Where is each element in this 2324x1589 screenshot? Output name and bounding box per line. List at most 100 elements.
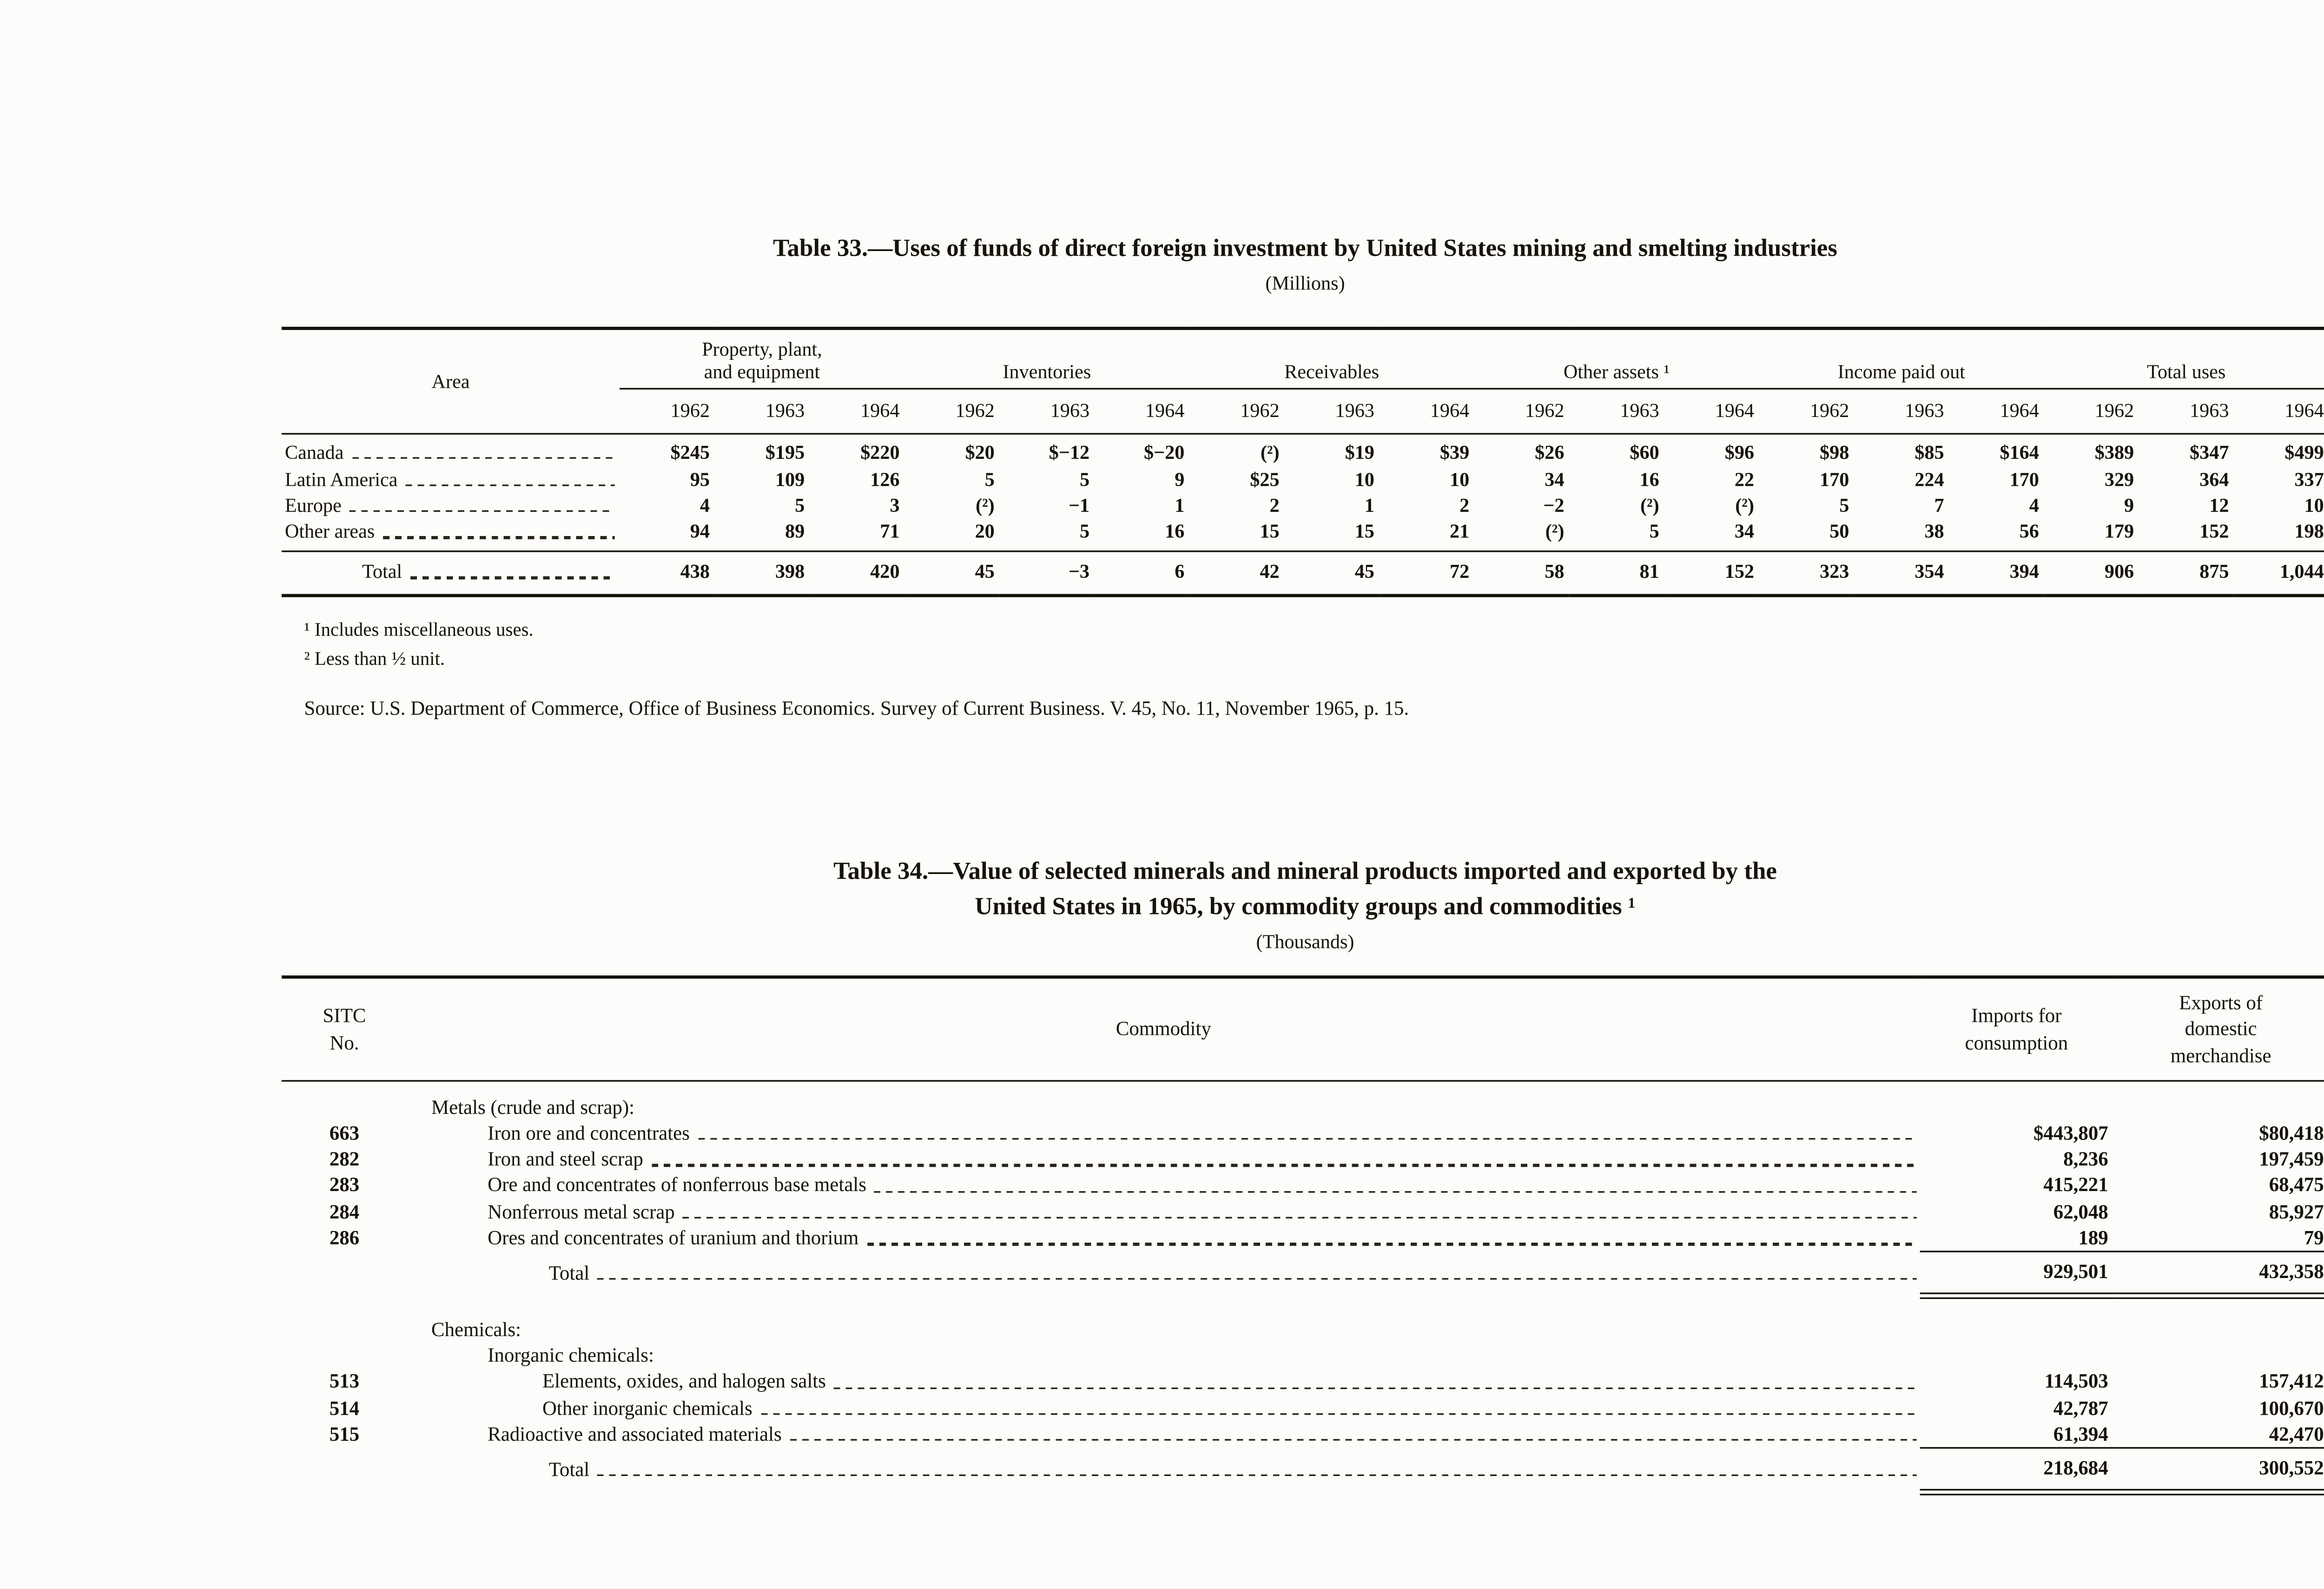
value-cell: 22: [1734, 468, 1755, 490]
year-header: 1962: [1759, 389, 1854, 435]
value-cell: 9: [2124, 494, 2134, 517]
value-cell: 5: [795, 494, 805, 517]
value-cell: (²): [975, 494, 995, 517]
subgroup-row-inorganic: Inorganic chemicals:: [282, 1343, 2324, 1369]
value-cell: 5: [1839, 494, 1849, 517]
total-label: Total: [548, 1262, 590, 1284]
table34-section: Table 34.—Value of selected minerals and…: [281, 855, 2324, 1495]
value-cell: 198: [2294, 520, 2324, 543]
value-cell: 95: [690, 468, 710, 490]
dash-leader: [698, 1138, 1917, 1140]
value-cell: 16: [1639, 468, 1659, 490]
footnote-1: ¹ Includes miscellaneous uses.: [304, 617, 534, 640]
value-cell: $220: [860, 441, 900, 464]
area-label: Canada: [284, 441, 344, 464]
value-cell: 4: [2029, 494, 2039, 517]
value-cell: 5: [1079, 468, 1090, 490]
value-cell: 71: [880, 520, 900, 543]
commodity-label: Iron and steel scrap: [488, 1148, 643, 1171]
value-cell: −1: [1068, 494, 1090, 517]
value-cell: 170: [1820, 468, 1849, 490]
value-cell: 50: [1829, 520, 1849, 543]
dash-leader: [405, 483, 615, 486]
value-cell: 34: [1545, 468, 1565, 490]
year-header: 1964: [2233, 389, 2324, 435]
row-label: Canada: [282, 434, 620, 466]
column-header-imports: Imports for consumption: [1920, 977, 2113, 1081]
commodity-label: Radioactive and associated materials: [488, 1423, 782, 1446]
commodity-cell: Elements, oxides, and halogen salts: [407, 1369, 1920, 1395]
total-row-metals: Total 929,501 432,358: [282, 1251, 2324, 1299]
dash-leader: [834, 1387, 1917, 1389]
value-cell: 7: [1934, 494, 1944, 517]
commodity-cell: Ores and concentrates of uranium and tho…: [407, 1225, 1920, 1252]
dash-leader: [383, 536, 615, 539]
value-cell: 420: [809, 550, 905, 596]
exports-total-cell: 432,358: [2113, 1251, 2324, 1299]
imports-cell: 189: [2078, 1226, 2108, 1249]
value-cell: 170: [2009, 468, 2039, 490]
value-cell: 2: [1459, 494, 1470, 517]
sitc-cell: [282, 1343, 407, 1369]
value-cell: 1: [1175, 494, 1185, 517]
value-cell: $98: [1820, 441, 1849, 464]
commodity-cell: Other inorganic chemicals: [407, 1395, 1920, 1421]
year-header: 1963: [1854, 389, 1949, 435]
column-header-area: Area: [281, 328, 620, 435]
value-cell: (²): [1260, 441, 1280, 464]
table-row-514: 514 Other inorganic chemicals 42,787 100…: [282, 1395, 2324, 1421]
value-cell: $96: [1724, 441, 1755, 464]
imports-cell: [1920, 1343, 2113, 1369]
imports-cell: 114,503: [2044, 1370, 2108, 1393]
group-row-metals: Metals (crude and scrap):: [282, 1080, 2324, 1120]
table-row-515: 515 Radioactive and associated materials…: [282, 1421, 2324, 1448]
value-cell: $39: [1439, 441, 1470, 464]
value-cell: −2: [1543, 494, 1565, 517]
table34-subtitle: (Thousands): [1256, 931, 1354, 953]
exports-cell: 197,459: [2259, 1148, 2324, 1171]
value-cell: 906: [2044, 550, 2139, 596]
total-label-cell: Total: [407, 1252, 1920, 1296]
dash-leader: [410, 576, 615, 579]
value-cell: 15: [1260, 520, 1280, 543]
group-label: Metals (crude and scrap):: [431, 1095, 635, 1119]
dash-leader: [866, 1243, 1917, 1245]
column-group-income: Income paid out: [1759, 328, 2044, 390]
value-cell: 4: [700, 494, 710, 517]
value-cell: 224: [1915, 468, 1944, 490]
row-label: Europe: [282, 493, 620, 519]
dash-leader: [597, 1278, 1917, 1281]
value-cell: $164: [2000, 441, 2039, 464]
imports-cell: 62,048: [2053, 1200, 2108, 1223]
year-header: 1963: [999, 389, 1095, 435]
table-row-513: 513 Elements, oxides, and halogen salts …: [282, 1369, 2324, 1395]
year-header: 1964: [1948, 389, 2044, 435]
group-header-row: Area Property, plant, and equipment Inve…: [281, 328, 2324, 435]
value-cell: 1: [1364, 494, 1374, 517]
area-label: Total: [362, 560, 403, 583]
table-row-282: 282 Iron and steel scrap 8,236 197,459: [282, 1146, 2324, 1172]
value-cell: 16: [1165, 520, 1185, 543]
value-cell: 56: [2019, 520, 2039, 543]
row-label-total: Total: [281, 550, 620, 596]
year-header: 1962: [1189, 389, 1284, 435]
value-cell: 10: [1449, 468, 1470, 490]
commodity-label: Other inorganic chemicals: [542, 1396, 753, 1419]
sitc-cell: [282, 1296, 407, 1343]
exports-total-cell: 300,552: [2113, 1447, 2324, 1495]
value-cell: 354: [1854, 550, 1949, 596]
column-group-total-uses: Total uses: [2044, 328, 2324, 390]
table33-section: Table 33.—Uses of funds of direct foreig…: [281, 232, 2324, 722]
value-cell: 109: [775, 468, 805, 490]
table-33: Area Property, plant, and equipment Inve…: [281, 327, 2324, 597]
sitc-cell: 282: [329, 1148, 360, 1171]
imports-cell: 415,221: [2043, 1174, 2108, 1197]
value-cell: 337: [2294, 468, 2324, 490]
value-cell: 21: [1449, 520, 1470, 543]
exports-cell: 85,927: [2269, 1200, 2324, 1223]
value-cell: 10: [2304, 494, 2324, 517]
source-line: Source: U.S. Department of Commerce, Off…: [304, 697, 1409, 720]
exports-cell: 42,470: [2269, 1422, 2324, 1445]
column-header-commodity: Commodity: [407, 977, 1920, 1081]
table34-title-line1: Table 34.—Value of selected minerals and…: [833, 858, 1777, 886]
